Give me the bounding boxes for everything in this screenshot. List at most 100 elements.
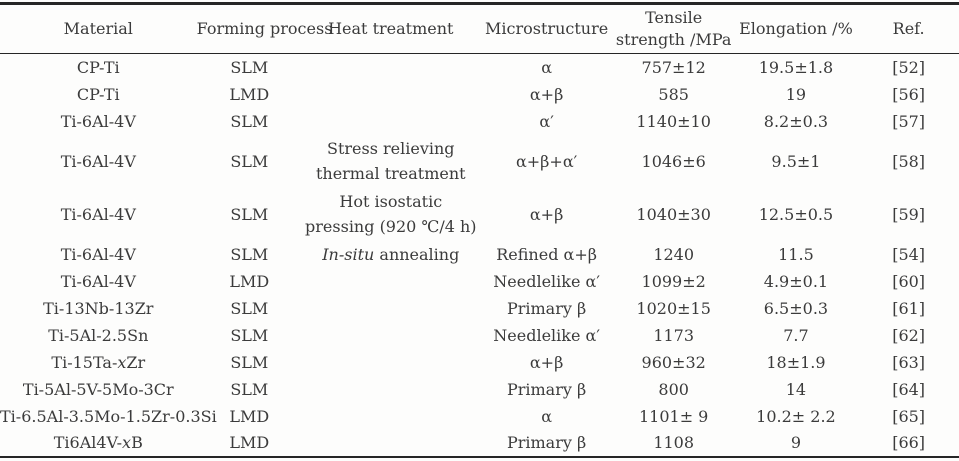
cell-tensile-strength: 960±32 bbox=[641, 352, 706, 372]
table-row: Ti6Al4V-xB LMD Primary β 1108 9 [66] bbox=[0, 430, 959, 457]
table-row: Ti-5Al-2.5Sn SLM Needlelike α′ 1173 7.7 [62] bbox=[0, 322, 959, 349]
cell-material: Ti-15Ta-xZr bbox=[51, 352, 146, 372]
cell-tensile-strength: 757±12 bbox=[641, 57, 706, 77]
cell-heat-treatment: Stress relieving thermal treatment bbox=[315, 139, 466, 183]
cell-tensile-strength: 1040±30 bbox=[636, 204, 711, 224]
cell-elongation: 9.5±1 bbox=[771, 151, 821, 171]
cell-material: Ti-6Al-4V bbox=[60, 244, 136, 264]
cell-forming-process: SLM bbox=[230, 244, 269, 264]
cell-ref: [61] bbox=[892, 298, 926, 318]
cell-microstructure: α bbox=[541, 406, 553, 426]
cell-elongation: 14 bbox=[785, 379, 807, 399]
cell-microstructure: Primary β bbox=[506, 433, 587, 452]
header-row: Material Forming process Heat treatment Mic… bbox=[0, 3, 959, 54]
header-ref: Ref. bbox=[858, 3, 959, 54]
cell-elongation: 7.7 bbox=[783, 325, 809, 345]
cell-elongation: 18±1.9 bbox=[766, 352, 826, 372]
cell-material: Ti-6Al-4V bbox=[60, 151, 136, 171]
cell-tensile-strength: 1020±15 bbox=[636, 298, 711, 318]
cell-material: CP-Ti bbox=[76, 84, 120, 104]
header-heat-treatment: Heat treatment bbox=[302, 3, 480, 54]
cell-ref: [54] bbox=[892, 244, 926, 264]
cell-ref: [64] bbox=[892, 379, 926, 399]
cell-heat-treatment bbox=[302, 108, 479, 135]
cell-microstructure: α bbox=[541, 57, 553, 77]
header-elongation: Elongation /% bbox=[733, 3, 859, 54]
cell-forming-process: SLM bbox=[230, 57, 269, 77]
header-forming-process: Forming process bbox=[196, 3, 332, 54]
cell-ref: [66] bbox=[892, 433, 926, 452]
table-row: Ti-6.5Al-3.5Mo-1.5Zr-0.3Si LMD α 1101± 9 10.… bbox=[0, 403, 959, 430]
cell-heat-treatment bbox=[302, 403, 479, 430]
cell-material: CP-Ti bbox=[76, 57, 120, 77]
cell-tensile-strength: 1108 bbox=[653, 433, 695, 452]
cell-forming-process: LMD bbox=[229, 406, 270, 426]
cell-elongation: 9 bbox=[790, 433, 802, 452]
cell-heat-treatment bbox=[302, 322, 479, 349]
cell-forming-process: LMD bbox=[229, 433, 270, 452]
table-row: Ti-5Al-5V-5Mo-3Cr SLM Primary β 800 14 [64] bbox=[0, 376, 959, 403]
cell-heat-treatment bbox=[302, 54, 479, 81]
cell-heat-treatment bbox=[302, 349, 479, 376]
table-row: Ti-13Nb-13Zr SLM Primary β 1020±15 6.5±0.3 [6… bbox=[0, 295, 959, 322]
cell-tensile-strength: 1240 bbox=[653, 244, 695, 264]
cell-heat-treatment bbox=[302, 430, 479, 457]
cell-microstructure: Primary β bbox=[506, 379, 587, 399]
cell-tensile-strength: 1099±2 bbox=[641, 271, 706, 291]
cell-material: Ti-6Al-4V bbox=[60, 111, 136, 131]
cell-heat-treatment bbox=[302, 376, 479, 403]
cell-microstructure: α+β bbox=[529, 84, 564, 104]
cell-material: Ti-6Al-4V bbox=[60, 204, 136, 224]
table-header: Material Forming process Heat treatment Mic… bbox=[0, 3, 959, 54]
cell-material: Ti-13Nb-13Zr bbox=[43, 298, 154, 318]
header-microstructure: Microstructure bbox=[479, 3, 614, 54]
cell-forming-process: SLM bbox=[230, 325, 269, 345]
cell-microstructure: Needlelike α′ bbox=[493, 271, 600, 291]
cell-elongation: 8.2±0.3 bbox=[763, 111, 829, 131]
cell-heat-treatment bbox=[302, 295, 479, 322]
cell-microstructure: Refined α+β bbox=[496, 244, 597, 264]
cell-elongation: 10.2± 2.2 bbox=[756, 406, 836, 426]
cell-ref: [56] bbox=[892, 84, 926, 104]
cell-elongation: 19 bbox=[785, 84, 807, 104]
cell-forming-process: LMD bbox=[229, 271, 270, 291]
cell-heat-treatment: In-situ annealing bbox=[322, 244, 460, 264]
header-tensile-strength: Tensile strength /MPa bbox=[613, 3, 734, 54]
cell-forming-process: SLM bbox=[230, 298, 269, 318]
table-body: CP-Ti SLM α 757±12 19.5±1.8 [52] CP-Ti LMD α+β 58… bbox=[0, 54, 959, 457]
cell-forming-process: LMD bbox=[229, 84, 270, 104]
cell-elongation: 12.5±0.5 bbox=[758, 204, 834, 224]
cell-ref: [63] bbox=[892, 352, 926, 372]
table-row: Ti-6Al-4V SLM Stress relieving thermal trea… bbox=[0, 135, 959, 188]
cell-material: Ti-5Al-5V-5Mo-3Cr bbox=[22, 379, 174, 399]
cell-microstructure: α′ bbox=[539, 111, 554, 131]
cell-tensile-strength: 800 bbox=[658, 379, 689, 399]
cell-forming-process: SLM bbox=[230, 204, 269, 224]
cell-tensile-strength: 1173 bbox=[653, 325, 695, 345]
table-row: Ti-6Al-4V SLM α′ 1140±10 8.2±0.3 [57] bbox=[0, 108, 959, 135]
cell-ref: [62] bbox=[892, 325, 926, 345]
cell-heat-treatment bbox=[302, 81, 479, 108]
cell-elongation: 6.5±0.3 bbox=[763, 298, 829, 318]
cell-ref: [52] bbox=[892, 57, 926, 77]
cell-forming-process: SLM bbox=[230, 151, 269, 171]
cell-elongation: 4.9±0.1 bbox=[763, 271, 829, 291]
header-material: Material bbox=[0, 3, 197, 54]
table-row: CP-Ti LMD α+β 585 19 [56] bbox=[0, 81, 959, 108]
cell-forming-process: SLM bbox=[230, 111, 269, 131]
cell-heat-treatment: Hot isostatic pressing (920 ℃/4 h) bbox=[305, 192, 477, 236]
cell-material: Ti-6Al-4V bbox=[60, 271, 136, 291]
cell-tensile-strength: 1101± 9 bbox=[638, 406, 709, 426]
table-row: Ti-6Al-4V LMD Needlelike α′ 1099±2 4.9±0.1 [6… bbox=[0, 268, 959, 295]
cell-elongation: 11.5 bbox=[778, 244, 814, 264]
cell-ref: [60] bbox=[892, 271, 926, 291]
cell-ref: [57] bbox=[892, 111, 926, 131]
cell-material: Ti-6.5Al-3.5Mo-1.5Zr-0.3Si bbox=[0, 406, 217, 426]
cell-elongation: 19.5±1.8 bbox=[758, 57, 834, 77]
table-row: CP-Ti SLM α 757±12 19.5±1.8 [52] bbox=[0, 54, 959, 81]
cell-material: Ti-5Al-2.5Sn bbox=[48, 325, 149, 345]
cell-forming-process: SLM bbox=[230, 379, 269, 399]
cell-ref: [58] bbox=[892, 151, 926, 171]
